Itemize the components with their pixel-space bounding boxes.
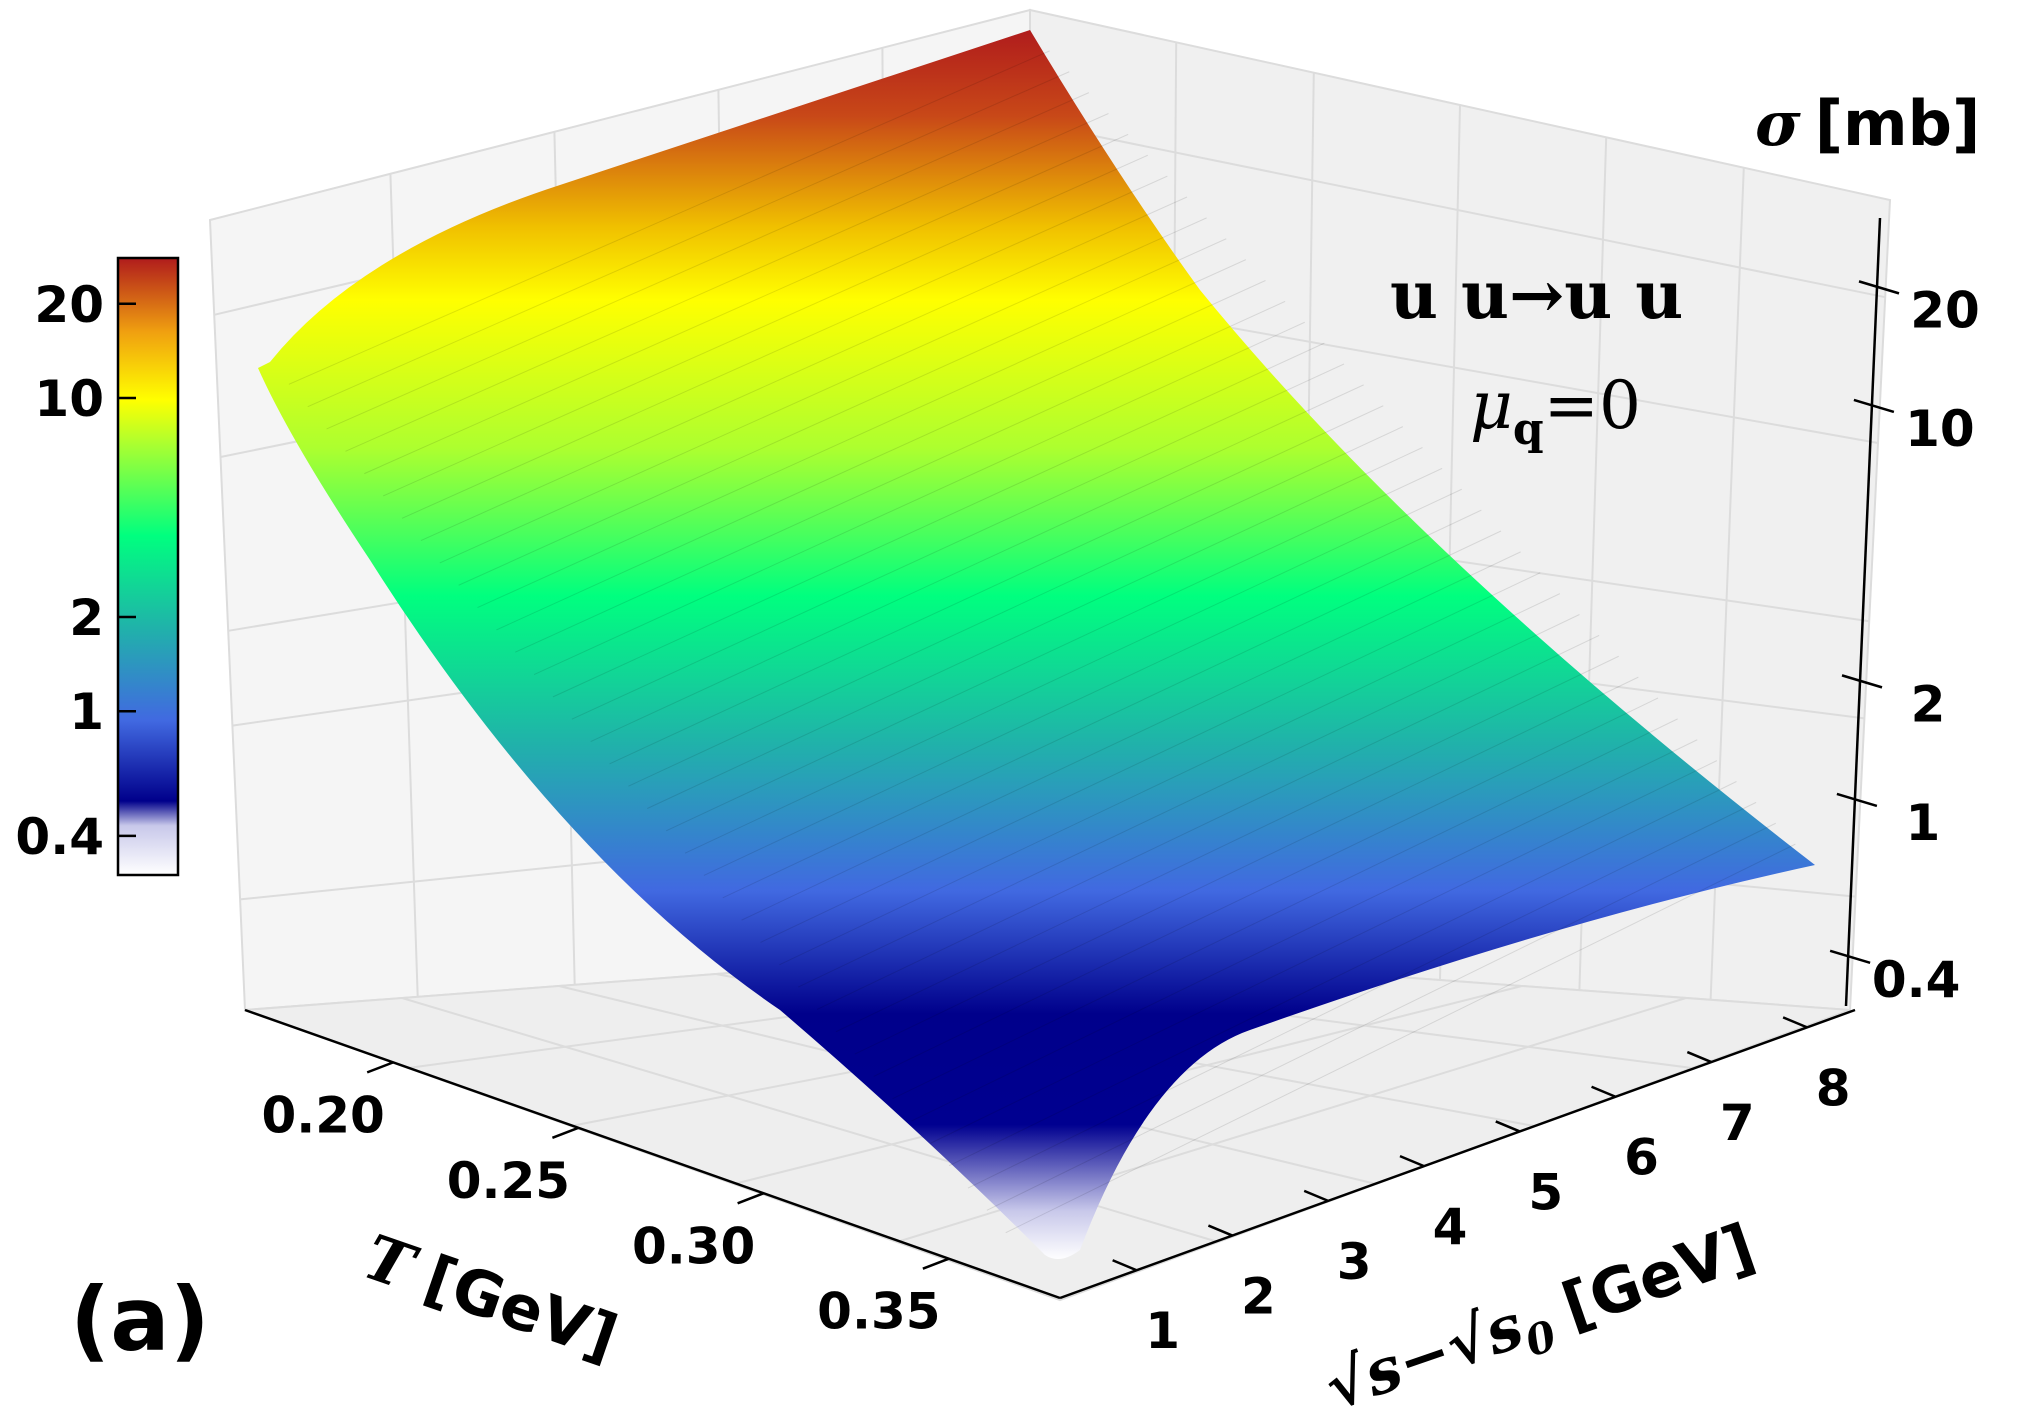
t-tick-label: 0.30: [632, 1217, 755, 1275]
sigma-axis-title: σ [mb]: [1755, 87, 1980, 160]
surface-band-line: [515, 300, 1286, 653]
surface-band-line: [967, 801, 1757, 1189]
t-tick-label: 0.20: [261, 1086, 384, 1144]
colorbar-tick-label: 2: [69, 589, 104, 647]
energy-tick-mark: [1686, 1050, 1712, 1064]
surface-band-line: [798, 614, 1580, 988]
sigma-tick-mark: [1841, 674, 1883, 689]
surface-band-line: [665, 467, 1443, 832]
sigma-tick-label: 10: [1905, 400, 1975, 458]
svg-text:T[GeV]: T[GeV]: [355, 1220, 626, 1374]
surface-band-line: [552, 342, 1325, 698]
t-axis-title: T[GeV]: [355, 1220, 626, 1374]
surface-band-line: [760, 572, 1541, 943]
energy-tick-label: 3: [1337, 1233, 1372, 1291]
surface-band-line: [401, 175, 1168, 519]
t-axis: 0.20 0.25 0.30 0.35: [244, 1008, 1061, 1341]
energy-axis: 1 2 3 4 5 6 7 8: [1059, 1008, 1856, 1360]
energy-tick-label: 6: [1624, 1129, 1659, 1187]
sigma-tick-mark: [1853, 398, 1895, 414]
surface-band-line: [628, 426, 1404, 787]
surface-band-line: [703, 509, 1482, 876]
sigma-tick-label: 0.4: [1872, 951, 1961, 1009]
energy-tick-mark: [1303, 1189, 1329, 1202]
surface-band-line: [590, 384, 1364, 742]
colorbar-tick-label: 20: [34, 276, 104, 334]
sigma-tick-mark: [1858, 280, 1900, 295]
surface-band-line: [647, 447, 1423, 809]
colorbar: 20 10 2 1 0.4: [15, 256, 180, 877]
surface-band-line: [364, 133, 1129, 475]
surface-band-line: [458, 238, 1227, 586]
surface-band-line: [779, 593, 1561, 966]
surface-band-line: [816, 634, 1600, 1010]
surface-band-line: [533, 321, 1305, 676]
energy-tick-label: 2: [1241, 1268, 1276, 1326]
colorbar-tick-label: 10: [34, 370, 104, 428]
sigma-tick-label: 1: [1905, 794, 1940, 852]
surface-band-line: [496, 280, 1266, 631]
surface-band-line: [326, 92, 1090, 430]
surface-band-line: [307, 71, 1070, 408]
surface-band-line: [873, 697, 1659, 1077]
cross-section-surface: [258, 30, 1815, 1259]
sigma-tick-mark: [1836, 792, 1878, 808]
surface-band-line: [477, 259, 1247, 609]
colorbar-tick-label: 1: [69, 683, 104, 741]
surface-band-line: [741, 551, 1521, 921]
sigma-tick-mark: [1829, 949, 1871, 964]
t-tick-label: 0.35: [817, 1283, 940, 1341]
svg-text:√s−√s0[GeV]: √s−√s0[GeV]: [1316, 1209, 1766, 1411]
energy-tick-mark: [1112, 1259, 1138, 1272]
surface-band-line: [911, 739, 1698, 1122]
energy-tick-mark: [1399, 1154, 1425, 1168]
energy-axis-title: √s−√s0[GeV]: [1316, 1209, 1766, 1411]
surface-band-line: [288, 50, 1050, 385]
t-tick-mark: [551, 1126, 579, 1139]
surface-band-line: [854, 676, 1639, 1055]
t-tick-mark: [366, 1061, 394, 1074]
colorbar-tick-label: 0.4: [15, 808, 104, 866]
energy-tick-label: 7: [1720, 1094, 1755, 1152]
energy-tick-mark: [1495, 1120, 1521, 1133]
panel-label: (a): [70, 1268, 210, 1371]
energy-tick-label: 4: [1433, 1198, 1468, 1256]
surface-band-line: [930, 760, 1718, 1144]
energy-tick-label: 1: [1145, 1302, 1180, 1360]
surface-band-line: [684, 488, 1462, 854]
surface-band-line: [420, 196, 1188, 542]
surface-band-line: [892, 718, 1678, 1100]
surface-band-line: [345, 113, 1109, 452]
surface-band-line: [1005, 843, 1796, 1234]
energy-tick-label: 8: [1816, 1059, 1851, 1117]
energy-tick-mark: [1591, 1085, 1617, 1098]
sigma-tick-label: 20: [1910, 281, 1980, 339]
condition-label: μq=0: [1470, 367, 1641, 455]
sigma-axis: 0.4 1 2 10 20: [1829, 217, 1980, 1009]
energy-tick-mark: [1207, 1224, 1233, 1237]
surface-bands: [288, 50, 1796, 1234]
surface-band-line: [382, 154, 1148, 497]
surface-band-line: [439, 217, 1207, 564]
energy-tick-mark: [1782, 1016, 1808, 1029]
surface-band-line: [986, 822, 1776, 1211]
surface-band-line: [571, 363, 1345, 720]
surface-band-line: [948, 781, 1737, 1167]
t-tick-mark: [922, 1257, 950, 1270]
t-tick-mark: [737, 1192, 765, 1205]
process-label: u u→u u: [1390, 256, 1683, 334]
sigma-tick-label: 2: [1911, 675, 1946, 733]
surface-band-line: [609, 405, 1384, 765]
energy-tick-label: 5: [1528, 1163, 1563, 1221]
surface-band-line: [722, 530, 1502, 899]
t-tick-label: 0.25: [447, 1152, 570, 1210]
colorbar-gradient: [116, 256, 180, 877]
surface-band-line: [835, 655, 1619, 1033]
